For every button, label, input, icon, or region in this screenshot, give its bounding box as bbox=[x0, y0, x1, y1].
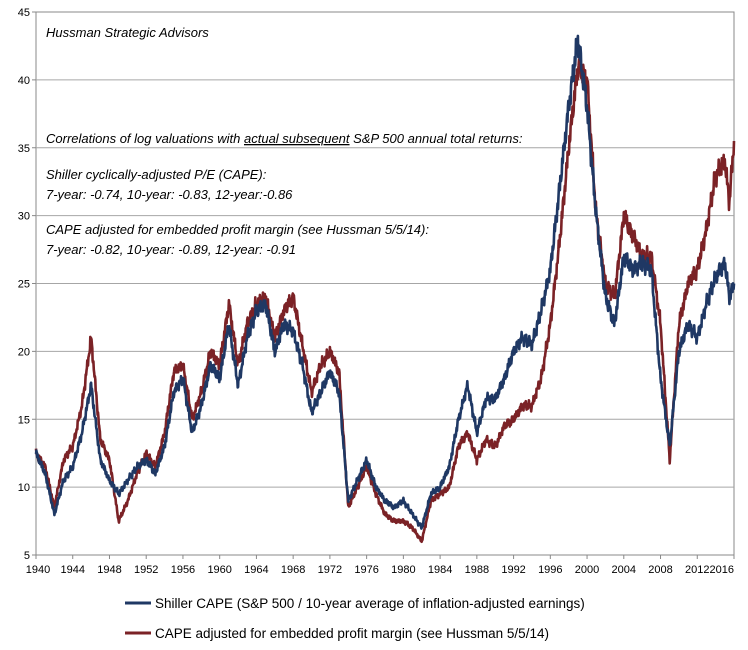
x-tick-label: 1992 bbox=[501, 564, 525, 576]
x-tick-label: 1964 bbox=[244, 564, 268, 576]
x-tick-label: 1968 bbox=[281, 564, 305, 576]
y-tick-label: 40 bbox=[18, 75, 30, 87]
adjusted-correlation-title: CAPE adjusted for embedded profit margin… bbox=[46, 222, 429, 237]
y-tick-label: 15 bbox=[18, 414, 30, 426]
adjusted-correlation-values: 7-year: -0.82, 10-year: -0.89, 12-year: … bbox=[46, 242, 296, 257]
correlation-heading: Correlations of log valuations with actu… bbox=[46, 131, 523, 146]
x-tick-label: 1980 bbox=[391, 564, 415, 576]
x-tick-label: 1972 bbox=[318, 564, 342, 576]
correlation-underlined: actual subsequent bbox=[244, 131, 351, 146]
legend-label-shiller-cape: Shiller CAPE (S&P 500 / 10-year average … bbox=[155, 596, 585, 611]
x-tick-label: 2004 bbox=[612, 564, 636, 576]
y-tick-label: 35 bbox=[18, 143, 30, 155]
y-tick-label: 45 bbox=[18, 7, 30, 19]
x-tick-label: 1948 bbox=[97, 564, 121, 576]
legend: Shiller CAPE (S&P 500 / 10-year average … bbox=[125, 596, 585, 641]
x-tick-label: 2000 bbox=[575, 564, 599, 576]
x-axis-ticks: 1940 1944 1948 1952 1956 1960 1964 1968 1972 1976… bbox=[26, 555, 735, 576]
y-tick-label: 20 bbox=[18, 346, 30, 358]
x-tick-label: 1960 bbox=[207, 564, 231, 576]
series-lines bbox=[34, 34, 736, 543]
y-tick-label: 10 bbox=[18, 482, 30, 494]
x-tick-label: 1984 bbox=[428, 564, 452, 576]
x-tick-label: 1988 bbox=[465, 564, 489, 576]
y-axis-ticks: 5 10 15 20 25 30 35 40 45 bbox=[18, 7, 36, 562]
correlation-prefix: Correlations of log valuations with bbox=[46, 131, 244, 146]
x-tick-label: 1996 bbox=[538, 564, 562, 576]
cape-correlation-title: Shiller cyclically-adjusted P/E (CAPE): bbox=[46, 167, 267, 182]
gridlines bbox=[36, 79, 734, 488]
x-tick-label: 1940 bbox=[26, 564, 50, 576]
correlation-suffix: S&P 500 annual total returns: bbox=[350, 131, 523, 146]
series-line-adjusted-cape bbox=[34, 55, 736, 543]
y-tick-label: 5 bbox=[24, 550, 30, 562]
y-tick-label: 30 bbox=[18, 211, 30, 223]
x-tick-label: 2012 bbox=[685, 564, 709, 576]
x-tick-label: 2016 bbox=[710, 564, 734, 576]
x-tick-label: 1976 bbox=[354, 564, 378, 576]
x-tick-label: 1956 bbox=[171, 564, 195, 576]
x-tick-label: 1944 bbox=[60, 564, 84, 576]
x-tick-label: 1952 bbox=[134, 564, 158, 576]
x-tick-label: 2008 bbox=[648, 564, 672, 576]
series-line-shiller-cape bbox=[34, 34, 736, 530]
cape-correlation-values: 7-year: -0.74, 10-year: -0.83, 12-year:-… bbox=[46, 187, 293, 202]
y-tick-label: 25 bbox=[18, 279, 30, 291]
legend-label-adjusted-cape: CAPE adjusted for embedded profit margin… bbox=[155, 626, 549, 641]
source-label: Hussman Strategic Advisors bbox=[46, 25, 209, 40]
